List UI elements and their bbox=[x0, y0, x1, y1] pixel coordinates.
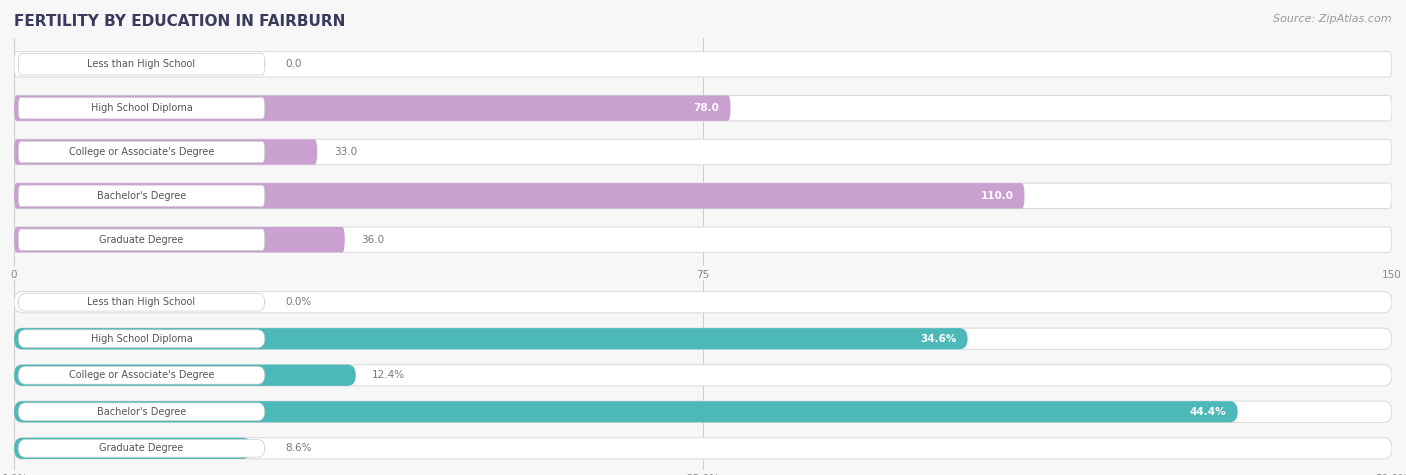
Text: 44.4%: 44.4% bbox=[1189, 407, 1226, 417]
FancyBboxPatch shape bbox=[14, 139, 1392, 165]
FancyBboxPatch shape bbox=[14, 183, 1392, 209]
Text: 12.4%: 12.4% bbox=[373, 370, 405, 380]
Text: 0.0: 0.0 bbox=[285, 59, 302, 69]
Text: 8.6%: 8.6% bbox=[285, 443, 312, 453]
FancyBboxPatch shape bbox=[14, 365, 1392, 386]
Text: 110.0: 110.0 bbox=[980, 191, 1014, 201]
Text: Bachelor's Degree: Bachelor's Degree bbox=[97, 407, 186, 417]
FancyBboxPatch shape bbox=[18, 366, 264, 384]
FancyBboxPatch shape bbox=[14, 139, 318, 165]
FancyBboxPatch shape bbox=[14, 227, 344, 252]
Text: College or Associate's Degree: College or Associate's Degree bbox=[69, 370, 214, 380]
Text: High School Diploma: High School Diploma bbox=[90, 334, 193, 344]
FancyBboxPatch shape bbox=[14, 401, 1237, 422]
Text: Source: ZipAtlas.com: Source: ZipAtlas.com bbox=[1274, 14, 1392, 24]
FancyBboxPatch shape bbox=[18, 293, 264, 311]
FancyBboxPatch shape bbox=[14, 401, 1392, 422]
Text: 33.0: 33.0 bbox=[333, 147, 357, 157]
FancyBboxPatch shape bbox=[18, 185, 264, 207]
Text: Less than High School: Less than High School bbox=[87, 59, 195, 69]
Text: Less than High School: Less than High School bbox=[87, 297, 195, 307]
FancyBboxPatch shape bbox=[14, 328, 967, 349]
Text: 36.0: 36.0 bbox=[361, 235, 384, 245]
FancyBboxPatch shape bbox=[14, 365, 356, 386]
FancyBboxPatch shape bbox=[14, 227, 1392, 252]
FancyBboxPatch shape bbox=[14, 95, 1392, 121]
Text: 78.0: 78.0 bbox=[693, 103, 720, 113]
FancyBboxPatch shape bbox=[14, 52, 1392, 77]
FancyBboxPatch shape bbox=[18, 54, 264, 75]
Text: 0.0%: 0.0% bbox=[285, 297, 312, 307]
FancyBboxPatch shape bbox=[18, 97, 264, 119]
FancyBboxPatch shape bbox=[14, 438, 252, 459]
Text: High School Diploma: High School Diploma bbox=[90, 103, 193, 113]
FancyBboxPatch shape bbox=[14, 183, 1025, 209]
FancyBboxPatch shape bbox=[14, 292, 1392, 313]
FancyBboxPatch shape bbox=[18, 439, 264, 457]
Text: 34.6%: 34.6% bbox=[920, 334, 956, 344]
Text: Graduate Degree: Graduate Degree bbox=[100, 443, 184, 453]
FancyBboxPatch shape bbox=[18, 229, 264, 250]
FancyBboxPatch shape bbox=[14, 438, 1392, 459]
Text: College or Associate's Degree: College or Associate's Degree bbox=[69, 147, 214, 157]
FancyBboxPatch shape bbox=[14, 328, 1392, 349]
Text: Bachelor's Degree: Bachelor's Degree bbox=[97, 191, 186, 201]
FancyBboxPatch shape bbox=[14, 95, 731, 121]
Text: FERTILITY BY EDUCATION IN FAIRBURN: FERTILITY BY EDUCATION IN FAIRBURN bbox=[14, 14, 346, 29]
FancyBboxPatch shape bbox=[18, 142, 264, 162]
FancyBboxPatch shape bbox=[18, 330, 264, 348]
Text: Graduate Degree: Graduate Degree bbox=[100, 235, 184, 245]
FancyBboxPatch shape bbox=[18, 403, 264, 421]
